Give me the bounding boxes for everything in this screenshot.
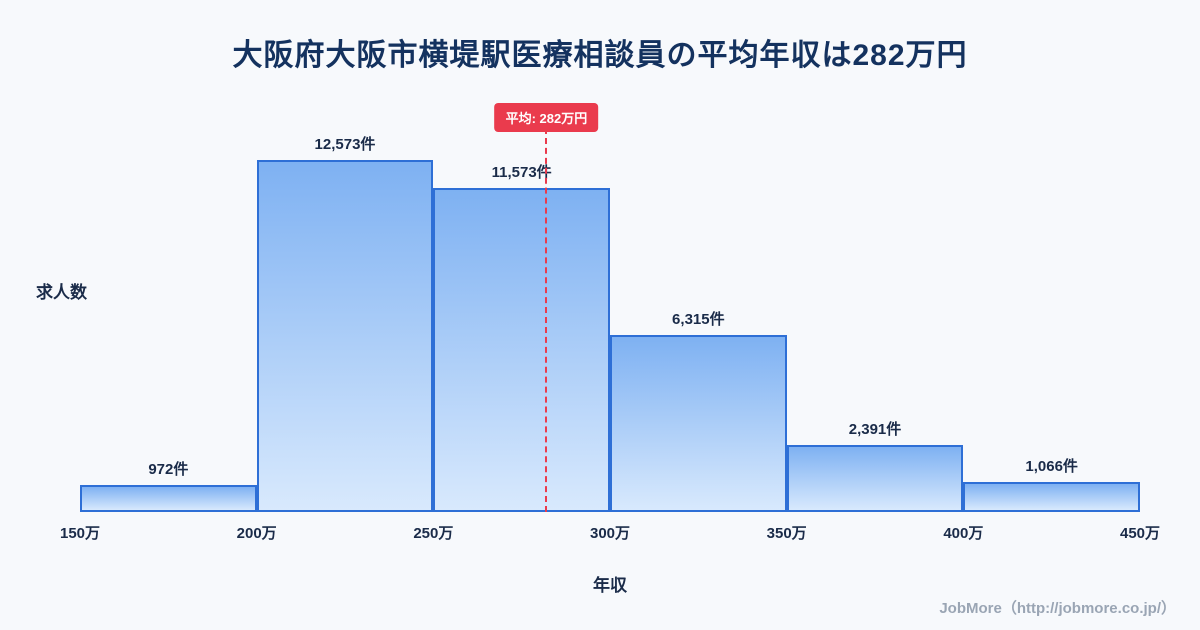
average-badge: 平均: 282万円 <box>494 103 599 132</box>
bar-value-label: 6,315件 <box>672 311 725 329</box>
x-tick-label: 250万 <box>413 525 454 542</box>
histogram-bar <box>80 484 257 512</box>
bar-value-label: 1,066件 <box>1025 458 1078 476</box>
histogram-bar <box>433 188 610 512</box>
average-line <box>545 128 548 512</box>
x-axis-label: 年収 <box>593 576 627 595</box>
footer-credit: JobMore（http://jobmore.co.jp/） <box>939 600 1176 617</box>
x-tick-label: 450万 <box>1119 525 1161 542</box>
bar-value-label: 12,573件 <box>314 136 376 154</box>
bar-value-label: 2,391件 <box>848 421 902 439</box>
bar-value-label: 972件 <box>148 460 189 478</box>
page-title: 大阪府大阪市横堤駅医療相談員の平均年収は282万円 <box>232 39 968 72</box>
histogram-bar <box>786 445 964 512</box>
x-tick-label: 200万 <box>236 525 277 542</box>
x-tick-label: 300万 <box>589 525 631 542</box>
histogram-bar <box>963 482 1140 512</box>
histogram-bar <box>610 335 787 512</box>
bar-value-label: 11,573件 <box>491 164 552 182</box>
x-tick-label: 150万 <box>59 525 101 542</box>
x-tick-label: 400万 <box>943 525 984 542</box>
histogram-bar <box>256 160 434 512</box>
y-axis-label: 求人数 <box>36 283 87 302</box>
x-tick-label: 350万 <box>766 525 807 542</box>
